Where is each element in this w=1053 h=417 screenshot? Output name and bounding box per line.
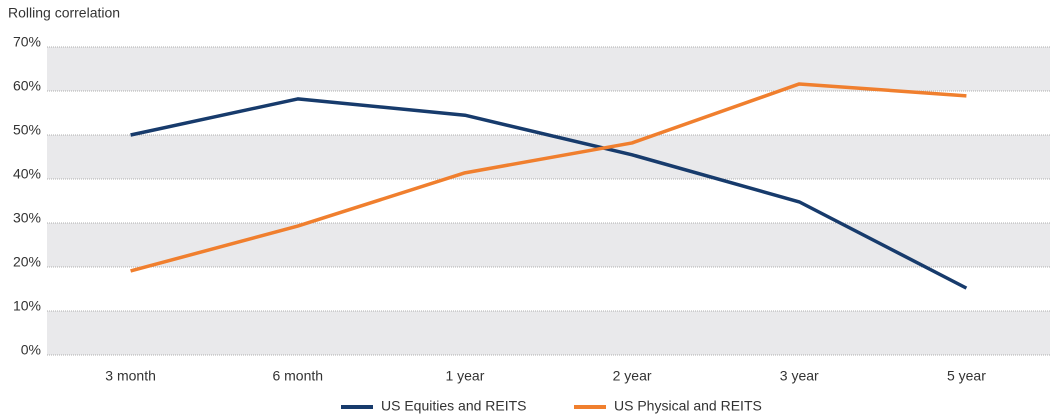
- grid-band: [47, 47, 1050, 91]
- y-axis-label: Rolling correlation: [8, 5, 120, 21]
- y-tick-label: 30%: [13, 210, 41, 226]
- y-tick-label: 40%: [13, 166, 41, 182]
- y-tick-label: 50%: [13, 122, 41, 138]
- series-line: [130, 82, 967, 273]
- y-tick-label: 60%: [13, 78, 41, 94]
- grid-band: [47, 223, 1050, 267]
- legend-label: US Physical and REITS: [614, 398, 762, 414]
- y-tick-label: 10%: [13, 298, 41, 314]
- x-tick-label: 1 year: [445, 368, 484, 384]
- x-tick-label: 6 month: [272, 368, 323, 384]
- y-tick-label: 0%: [21, 342, 41, 358]
- legend-label: US Equities and REITS: [381, 398, 527, 414]
- x-tick-label: 2 year: [613, 368, 652, 384]
- grid-band: [47, 311, 1050, 355]
- x-tick-label: 5 year: [947, 368, 986, 384]
- y-tick-label: 70%: [13, 34, 41, 50]
- x-tick-label: 3 month: [105, 368, 156, 384]
- series-line: [130, 97, 968, 290]
- y-tick-label: 20%: [13, 254, 41, 270]
- x-tick-label: 3 year: [780, 368, 819, 384]
